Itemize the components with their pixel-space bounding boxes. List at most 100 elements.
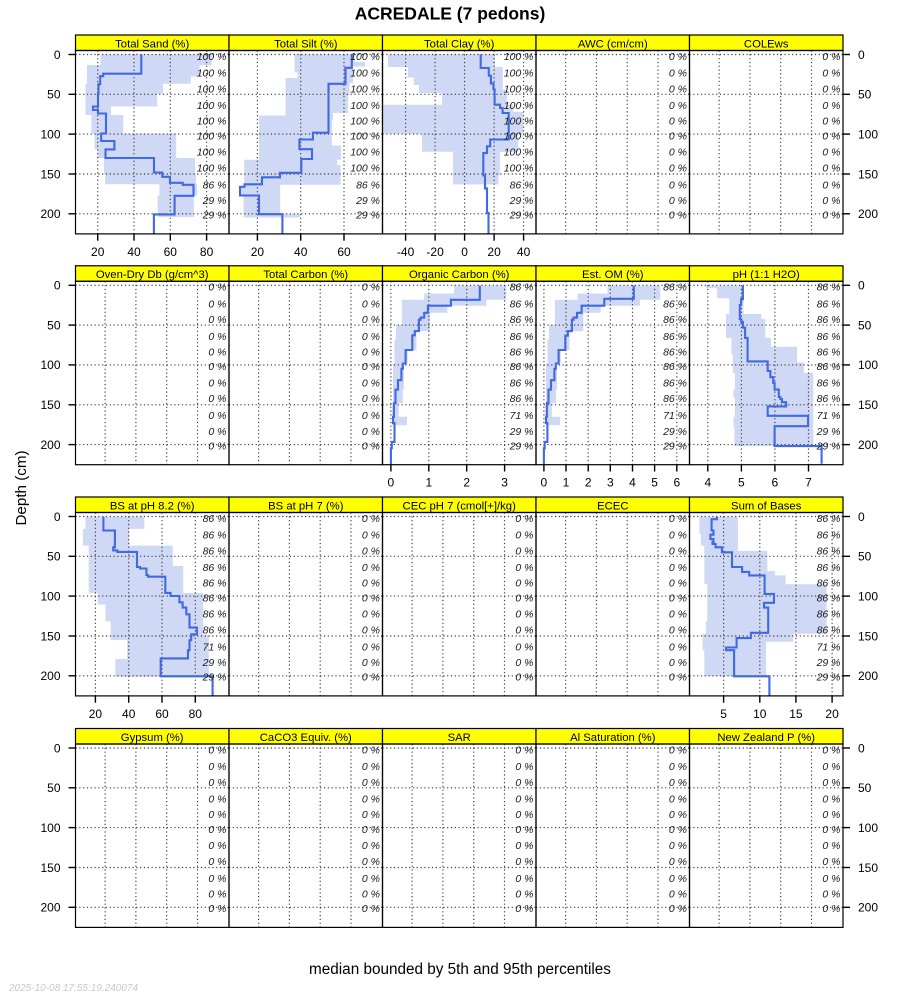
svg-text:86 %: 86 %	[663, 298, 687, 310]
svg-text:100 %: 100 %	[504, 51, 534, 63]
svg-text:50: 50	[47, 550, 61, 564]
svg-text:0: 0	[858, 510, 865, 524]
svg-text:0 %: 0 %	[208, 856, 226, 868]
svg-text:100 %: 100 %	[350, 51, 380, 63]
svg-text:0 %: 0 %	[822, 130, 840, 142]
svg-text:86 %: 86 %	[817, 592, 841, 604]
svg-text:BS at pH 8.2 (%): BS at pH 8.2 (%)	[110, 500, 195, 512]
svg-text:100 %: 100 %	[197, 116, 227, 128]
svg-text:7: 7	[805, 476, 812, 490]
svg-text:0 %: 0 %	[362, 410, 380, 422]
svg-text:0 %: 0 %	[669, 513, 687, 525]
svg-text:0 %: 0 %	[362, 513, 380, 525]
svg-text:100 %: 100 %	[197, 51, 227, 63]
svg-text:0 %: 0 %	[362, 361, 380, 373]
svg-text:86 %: 86 %	[817, 331, 841, 343]
svg-text:0: 0	[858, 48, 865, 62]
svg-text:0 %: 0 %	[362, 346, 380, 358]
svg-text:0 %: 0 %	[822, 116, 840, 128]
svg-text:100 %: 100 %	[350, 116, 380, 128]
svg-text:0 %: 0 %	[208, 744, 226, 756]
svg-text:200: 200	[40, 669, 60, 683]
svg-text:86 %: 86 %	[817, 377, 841, 389]
svg-text:100 %: 100 %	[350, 83, 380, 95]
svg-text:100: 100	[40, 589, 60, 603]
svg-text:0 %: 0 %	[208, 331, 226, 343]
svg-text:0 %: 0 %	[669, 657, 687, 669]
svg-text:100 %: 100 %	[350, 130, 380, 142]
svg-text:0 %: 0 %	[822, 856, 840, 868]
svg-text:6: 6	[772, 476, 779, 490]
svg-text:86 %: 86 %	[203, 562, 227, 574]
svg-text:0 %: 0 %	[822, 147, 840, 159]
svg-text:Gypsum (%): Gypsum (%)	[121, 732, 184, 744]
svg-text:20: 20	[487, 245, 501, 259]
svg-text:20: 20	[825, 707, 839, 721]
svg-text:29 %: 29 %	[355, 210, 380, 222]
svg-text:100 %: 100 %	[197, 100, 227, 112]
svg-text:0 %: 0 %	[362, 794, 380, 806]
svg-text:86 %: 86 %	[510, 282, 534, 294]
svg-text:0 %: 0 %	[515, 545, 533, 557]
svg-text:60: 60	[337, 245, 351, 259]
svg-text:0 %: 0 %	[362, 530, 380, 542]
svg-text:0 %: 0 %	[822, 873, 840, 885]
svg-text:29 %: 29 %	[816, 426, 841, 438]
svg-text:0 %: 0 %	[362, 426, 380, 438]
svg-text:0 %: 0 %	[669, 903, 687, 915]
svg-text:20: 20	[89, 707, 103, 721]
svg-text:0: 0	[461, 245, 468, 259]
svg-text:0 %: 0 %	[208, 298, 226, 310]
svg-text:Al Saturation (%): Al Saturation (%)	[570, 732, 656, 744]
svg-text:40: 40	[294, 245, 308, 259]
svg-text:Organic Carbon (%): Organic Carbon (%)	[409, 269, 510, 281]
svg-text:200: 200	[858, 669, 878, 683]
svg-text:0 %: 0 %	[208, 777, 226, 789]
svg-text:0 %: 0 %	[669, 51, 687, 63]
svg-text:86 %: 86 %	[510, 298, 534, 310]
svg-text:100 %: 100 %	[350, 68, 380, 80]
svg-text:0 %: 0 %	[669, 147, 687, 159]
svg-text:86 %: 86 %	[817, 624, 841, 636]
svg-text:0 %: 0 %	[208, 761, 226, 773]
svg-text:29 %: 29 %	[816, 672, 841, 684]
svg-text:0 %: 0 %	[362, 873, 380, 885]
svg-text:0 %: 0 %	[362, 744, 380, 756]
svg-text:Oven-Dry Db (g/cm^3): Oven-Dry Db (g/cm^3)	[96, 269, 209, 281]
svg-text:150: 150	[858, 398, 878, 412]
svg-text:0 %: 0 %	[362, 545, 380, 557]
svg-text:0 %: 0 %	[822, 51, 840, 63]
svg-text:0 %: 0 %	[822, 889, 840, 901]
svg-text:ECEC: ECEC	[597, 500, 628, 512]
svg-text:150: 150	[40, 861, 60, 875]
svg-text:100 %: 100 %	[504, 116, 534, 128]
svg-text:0 %: 0 %	[822, 824, 840, 836]
svg-text:0 %: 0 %	[515, 624, 533, 636]
svg-text:0 %: 0 %	[669, 130, 687, 142]
svg-text:0 %: 0 %	[208, 889, 226, 901]
svg-text:ACREDALE (7 pedons): ACREDALE (7 pedons)	[355, 4, 546, 24]
svg-text:0 %: 0 %	[362, 903, 380, 915]
svg-text:2: 2	[463, 476, 470, 490]
svg-text:0 %: 0 %	[515, 777, 533, 789]
svg-text:200: 200	[858, 438, 878, 452]
svg-text:1: 1	[425, 476, 432, 490]
svg-text:29 %: 29 %	[509, 440, 534, 452]
svg-text:0: 0	[54, 510, 61, 524]
svg-text:86 %: 86 %	[817, 314, 841, 326]
svg-text:0 %: 0 %	[515, 744, 533, 756]
svg-text:Total Silt (%): Total Silt (%)	[274, 38, 338, 50]
svg-text:0 %: 0 %	[515, 903, 533, 915]
svg-text:BS at pH 7 (%): BS at pH 7 (%)	[268, 500, 344, 512]
svg-text:86 %: 86 %	[203, 609, 227, 621]
svg-text:100 %: 100 %	[350, 162, 380, 174]
svg-text:0 %: 0 %	[362, 393, 380, 405]
svg-text:0: 0	[541, 476, 548, 490]
svg-text:0 %: 0 %	[515, 578, 533, 590]
svg-text:Depth (cm): Depth (cm)	[13, 450, 30, 525]
svg-text:29 %: 29 %	[816, 440, 841, 452]
svg-text:100 %: 100 %	[504, 130, 534, 142]
svg-text:100: 100	[858, 358, 878, 372]
svg-text:29 %: 29 %	[202, 195, 227, 207]
svg-text:0 %: 0 %	[669, 641, 687, 653]
